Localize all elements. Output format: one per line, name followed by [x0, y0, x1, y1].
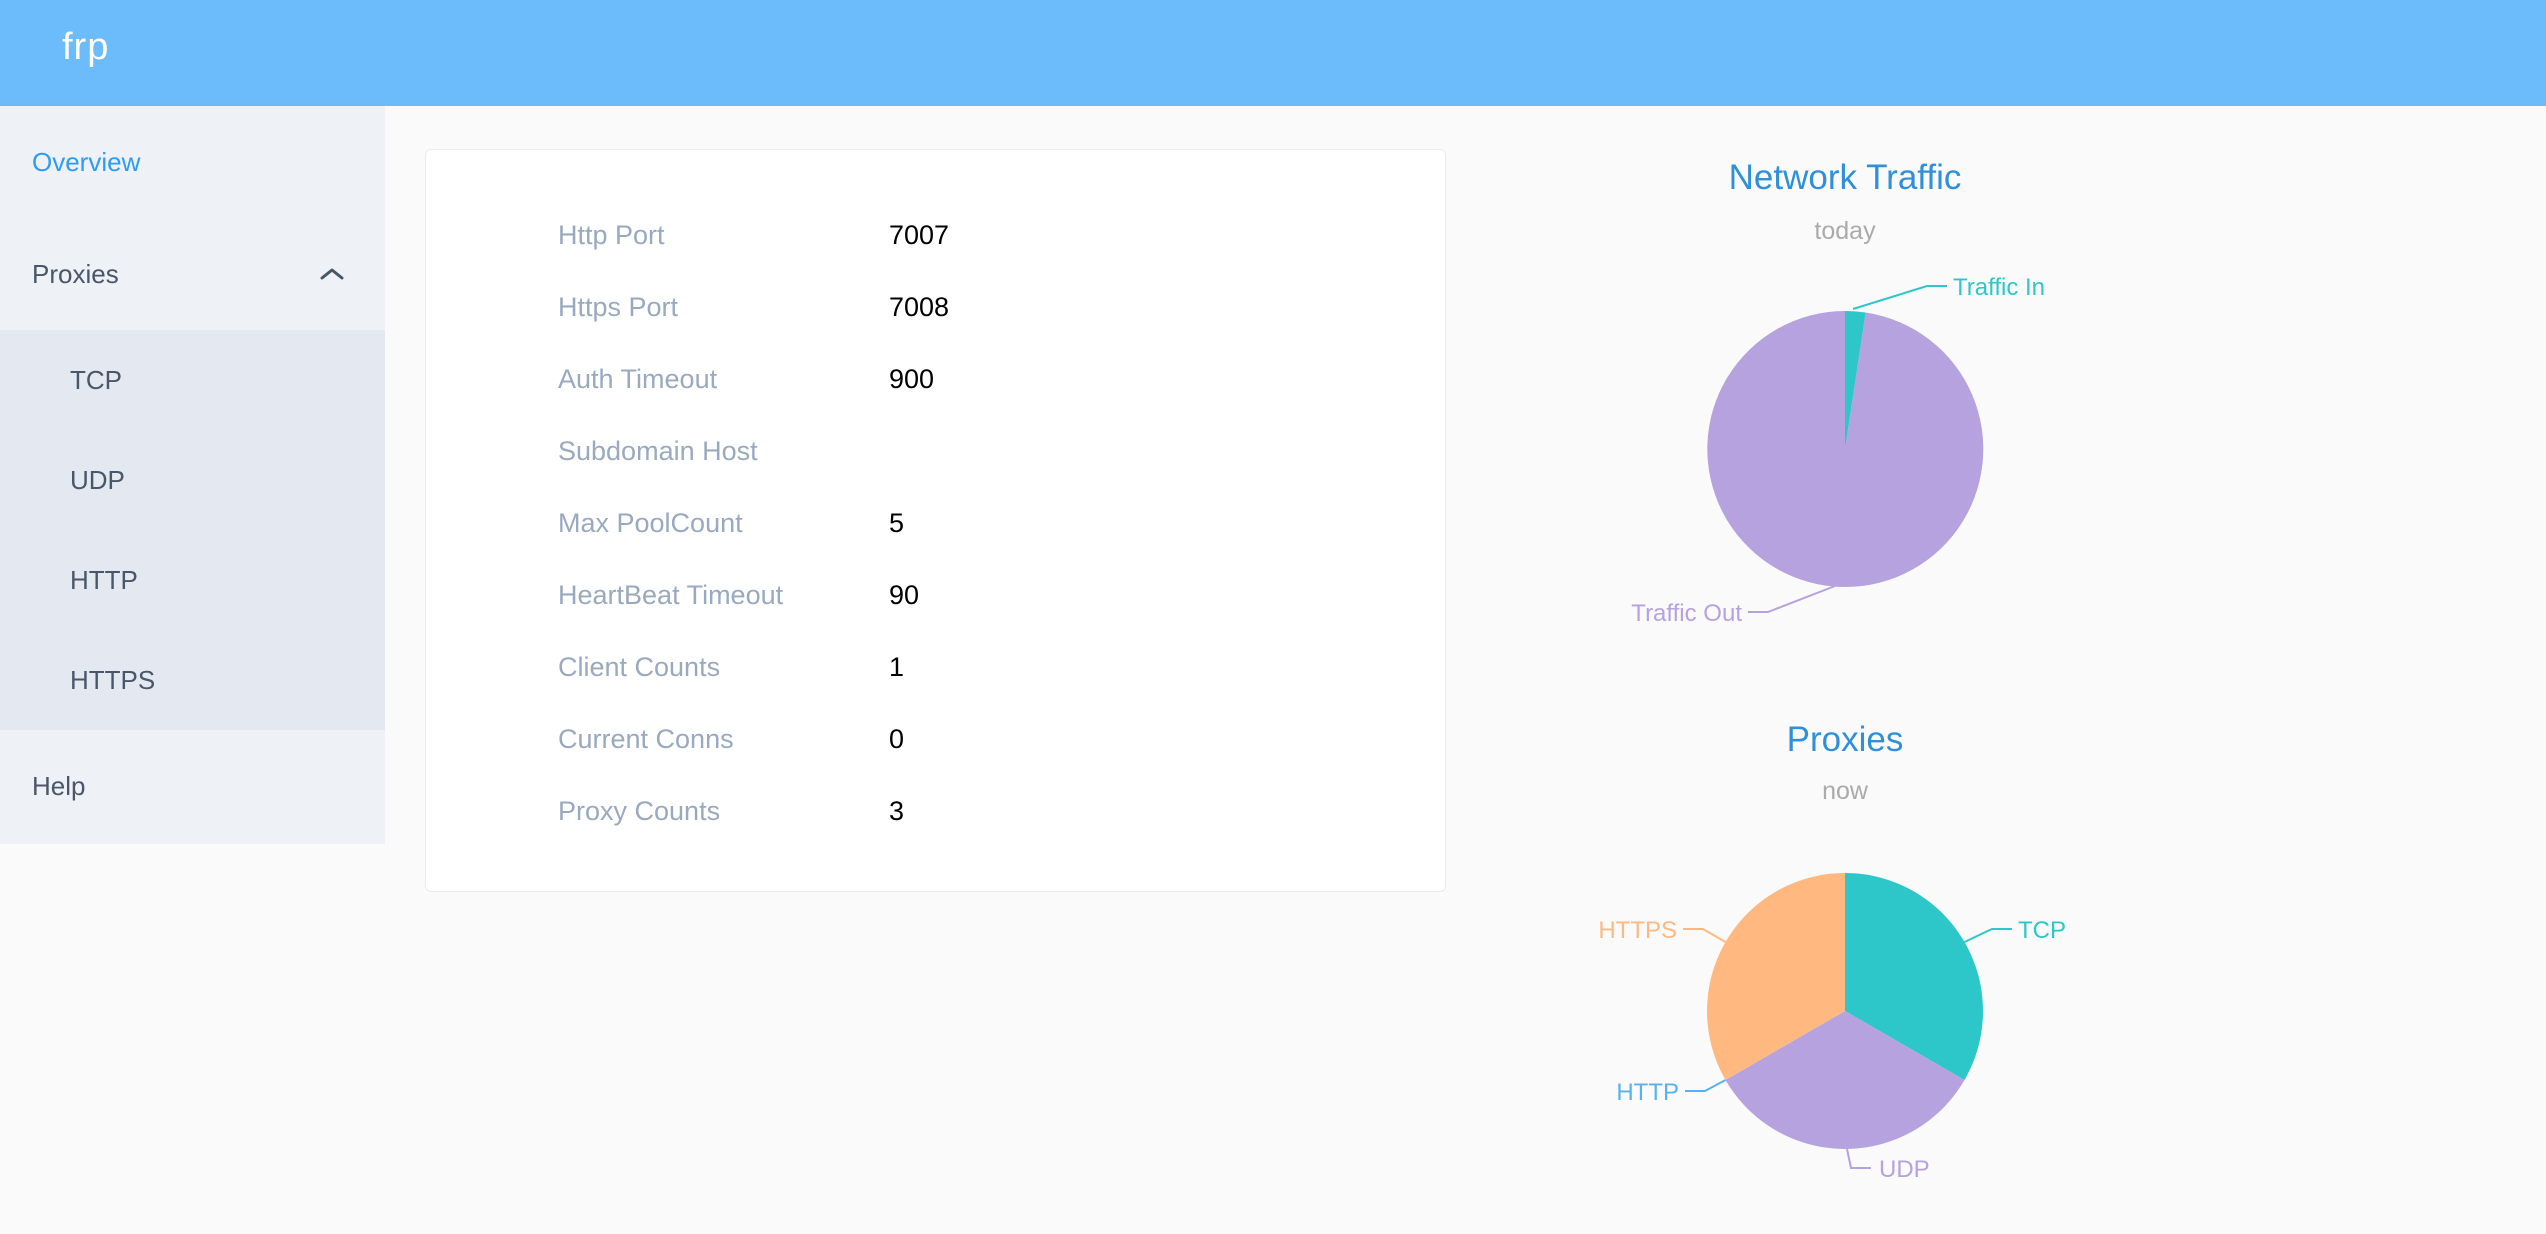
sidebar-item-udp[interactable]: UDP	[70, 464, 125, 495]
pie-slice-traffic-in[interactable]	[1845, 310, 1866, 449]
label-line-udp	[1846, 1148, 1871, 1169]
chevron-up-icon	[319, 266, 345, 282]
pie-label-https: HTTPS	[1598, 917, 1677, 944]
proxies-submenu: TCP UDP HTTP HTTPS	[0, 330, 385, 730]
pie-slice-traffic-out[interactable]	[1707, 311, 1984, 587]
sidebar-item-proxies[interactable]: Proxies	[0, 218, 385, 330]
config-label: Client Counts	[558, 651, 721, 682]
config-value: 7008	[889, 291, 950, 322]
config-label: Proxy Counts	[558, 795, 721, 826]
config-label: Https Port	[558, 291, 679, 322]
label-line-https	[1683, 928, 1727, 943]
sidebar: Overview Proxies TCP UDP HTTP HTTPS Help	[0, 106, 385, 844]
label-line-traffic-out	[1748, 585, 1836, 613]
config-row-client-counts: Client Counts 1	[426, 631, 1445, 703]
config-row-auth-timeout: Auth Timeout 900	[426, 343, 1445, 415]
config-value: 5	[889, 507, 905, 538]
pie-label-traffic-out: Traffic Out	[1631, 600, 1742, 627]
config-row-https-port: Https Port 7008	[426, 271, 1445, 343]
sidebar-item-https[interactable]: HTTPS	[70, 664, 156, 695]
network-traffic-subtitle: today	[1814, 217, 1876, 245]
config-row-max-poolcount: Max PoolCount 5	[426, 487, 1445, 559]
sidebar-item-help[interactable]: Help	[32, 770, 86, 801]
label-line-http	[1685, 1079, 1726, 1092]
config-row-current-conns: Current Conns 0	[426, 703, 1445, 775]
config-value: 0	[889, 723, 905, 754]
label-line-traffic-in	[1852, 285, 1947, 310]
app-header: frp	[0, 0, 2546, 106]
config-row-proxy-counts: Proxy Counts 3	[426, 775, 1445, 847]
config-row-subdomain-host: Subdomain Host	[426, 415, 1445, 487]
config-label: Auth Timeout	[558, 363, 718, 394]
sidebar-item-overview[interactable]: Overview	[32, 146, 141, 177]
pie-slice-https[interactable]	[1707, 873, 1845, 1080]
label-line-tcp	[1964, 928, 2012, 943]
app-logo: frp	[62, 26, 110, 68]
sidebar-item-proxies-label: Proxies	[32, 258, 119, 289]
config-row-heartbeat-timeout: HeartBeat Timeout 90	[426, 559, 1445, 631]
config-label: Http Port	[558, 219, 665, 250]
proxies-title: Proxies	[1786, 720, 1904, 759]
sidebar-item-tcp[interactable]: TCP	[70, 364, 122, 395]
pie-slice-tcp[interactable]	[1845, 873, 1983, 1080]
config-value: 7007	[889, 219, 950, 250]
config-label: Subdomain Host	[558, 435, 758, 466]
pie-label-traffic-in: Traffic In	[1953, 274, 2045, 301]
config-value: 1	[889, 651, 905, 682]
config-label: Max PoolCount	[558, 507, 743, 538]
config-value: 90	[889, 579, 920, 610]
config-label: HeartBeat Timeout	[558, 579, 784, 610]
proxies-subtitle: now	[1822, 777, 1868, 805]
sidebar-item-http[interactable]: HTTP	[70, 564, 138, 595]
config-row-http-port: Http Port 7007	[426, 199, 1445, 271]
network-traffic-pie: Traffic In Traffic Out	[1631, 274, 2045, 627]
pie-label-http: HTTP	[1616, 1079, 1679, 1106]
pie-label-tcp: TCP	[2018, 917, 2066, 944]
config-value: 3	[889, 795, 905, 826]
config-label: Current Conns	[558, 723, 734, 754]
pie-label-udp: UDP	[1879, 1156, 1930, 1183]
pie-slice-udp[interactable]	[1725, 1011, 1965, 1149]
network-traffic-title: Network Traffic	[1728, 158, 1962, 197]
proxies-pie: TCP UDP HTTP HTTPS	[1598, 873, 2066, 1183]
server-info-card: Http Port 7007 Https Port 7008 Auth Time…	[425, 149, 1446, 892]
config-value: 900	[889, 363, 935, 394]
